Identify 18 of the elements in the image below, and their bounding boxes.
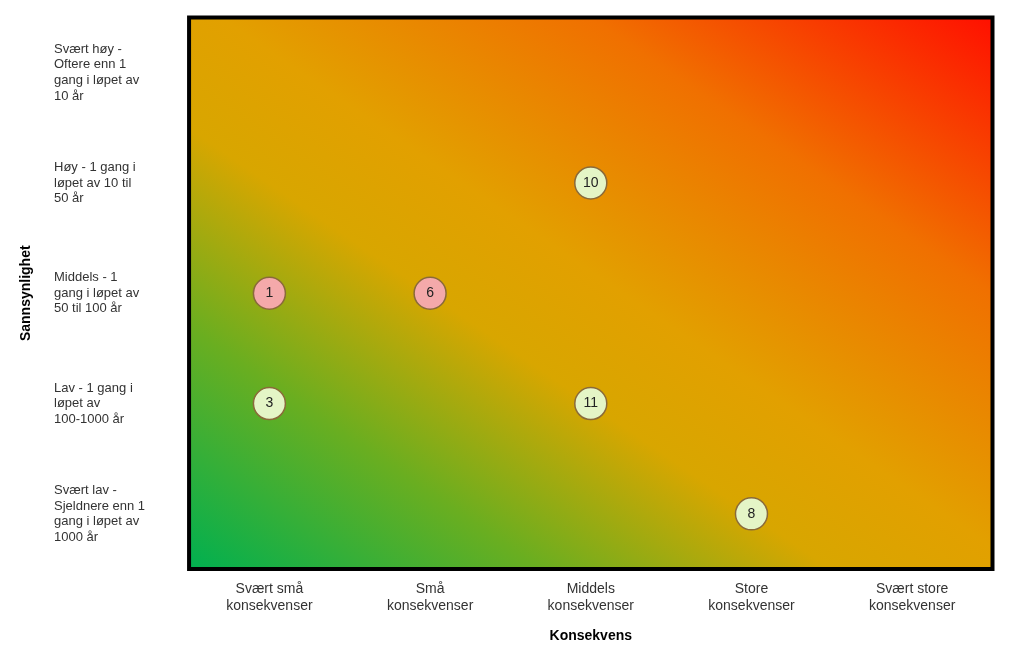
- y-tick-label: Høy - 1 gang i løpet av 10 til 50 år: [54, 158, 136, 206]
- data-label: 1: [265, 284, 274, 301]
- x-tick-label: Små konsekvenser: [386, 580, 474, 614]
- y-tick-label: Svært høy - Oftere enn 1 gang i løpet av 10 år: [54, 40, 140, 103]
- x-axis-title: Konsekvens: [549, 627, 633, 644]
- y-tick-label: Svært lav - Sjeldnere enn 1 gang i løpet av 1000 år: [54, 482, 146, 544]
- y-tick-label: Middels - 1 gang i løpet av 50 til 100 år: [54, 269, 140, 316]
- data-label: 10: [583, 173, 599, 190]
- x-tick-label: Svært små konsekvenser: [226, 580, 313, 614]
- y-axis-title: Sannsynlighet: [17, 245, 34, 342]
- x-tick-label: Svært store konsekvenser: [868, 580, 956, 614]
- x-tick-label: Store konsekvenser: [708, 580, 795, 614]
- data-label: 11: [583, 394, 599, 411]
- x-tick-label: Middels konsekvenser: [547, 580, 635, 614]
- data-label: 3: [265, 394, 274, 411]
- data-label: 8: [747, 504, 756, 521]
- y-tick-label: Lav - 1 gang i løpet av 100-1000 år: [54, 379, 133, 426]
- data-label: 6: [426, 284, 435, 301]
